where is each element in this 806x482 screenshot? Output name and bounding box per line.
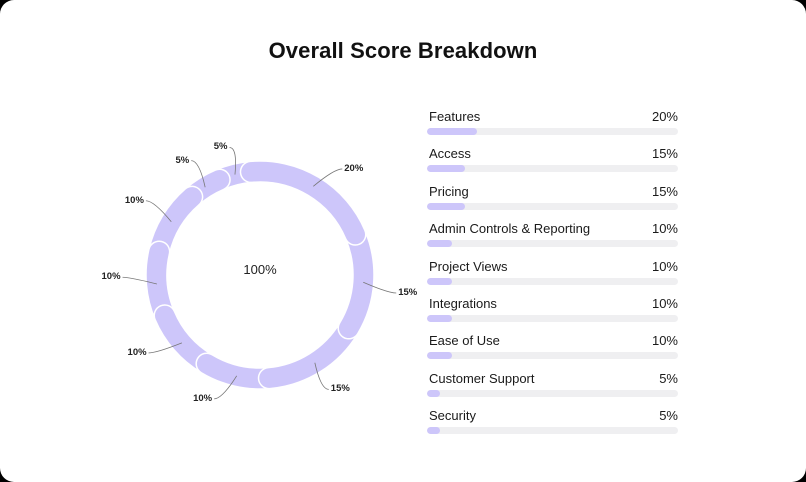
progress-fill [427, 165, 465, 173]
category-name: Project Views [429, 258, 508, 274]
row-header: Features 20% [427, 108, 678, 127]
row-header: Security 5% [427, 407, 678, 426]
category-name: Admin Controls & Reporting [429, 221, 591, 237]
progress-track [427, 277, 678, 285]
breakdown-row: Security 5% [427, 407, 678, 444]
breakdown-row: Access 15% [427, 145, 678, 182]
chart-title: Overall Score Breakdown [268, 38, 538, 63]
segment-label: 15% [398, 287, 418, 299]
progress-track [427, 240, 678, 248]
breakdown-row: Admin Controls & Reporting 10% [427, 220, 678, 257]
segment-label: 10% [124, 194, 144, 206]
category-value: 20% [651, 109, 678, 124]
category-name: Ease of Use [429, 333, 500, 349]
row-header: Integrations 10% [427, 295, 678, 314]
breakdown-row: Project Views 10% [427, 258, 678, 295]
category-value: 10% [651, 295, 678, 311]
category-name: Pricing [429, 183, 469, 199]
segment-label: 5% [213, 141, 228, 153]
breakdown-row: Features 20% [427, 108, 678, 145]
progress-track [427, 165, 678, 173]
breakdown-row: Customer Support 5% [427, 370, 678, 407]
progress-track [427, 314, 678, 322]
category-value: 10% [651, 221, 678, 237]
segment-label: 5% [175, 154, 190, 166]
category-value: 10% [651, 333, 678, 349]
progress-fill [427, 277, 453, 285]
breakdown-row: Integrations 10% [427, 295, 678, 332]
category-name: Security [429, 408, 476, 424]
category-value: 15% [651, 183, 678, 199]
progress-fill [427, 240, 453, 248]
segment-label: 20% [344, 162, 364, 174]
category-value: 10% [651, 258, 678, 274]
progress-track [427, 427, 678, 435]
row-header: Admin Controls & Reporting 10% [427, 220, 678, 239]
category-value: 5% [659, 370, 678, 386]
breakdown-row: Ease of Use 10% [427, 332, 678, 369]
category-value: 15% [651, 146, 678, 162]
breakdown-list: Features 20% Access 15% Pricing 15% Admin Cont… [427, 108, 678, 445]
segment-label: 10% [101, 271, 121, 283]
category-value: 5% [659, 408, 678, 424]
category-name: Features [429, 109, 481, 124]
segment-label: 15% [330, 383, 350, 395]
category-name: Access [429, 146, 471, 162]
progress-fill [427, 128, 478, 135]
row-header: Pricing 15% [427, 183, 678, 202]
progress-fill [427, 314, 453, 322]
donut-center-label: 100% [243, 262, 277, 277]
progress-fill [427, 427, 440, 435]
progress-track [427, 128, 678, 135]
progress-track [427, 352, 678, 360]
breakdown-row: Pricing 15% [427, 183, 678, 220]
progress-track [427, 202, 678, 210]
progress-fill [427, 389, 440, 397]
progress-fill [427, 202, 465, 210]
segment-label: 10% [127, 346, 147, 358]
category-name: Integrations [429, 295, 497, 311]
row-header: Access 15% [427, 145, 678, 164]
category-name: Customer Support [429, 370, 535, 386]
row-header: Customer Support 5% [427, 370, 678, 389]
progress-fill [427, 352, 453, 360]
segment-label: 10% [193, 392, 213, 404]
progress-track [427, 389, 678, 397]
row-header: Ease of Use 10% [427, 332, 678, 351]
row-header: Project Views 10% [427, 258, 678, 277]
